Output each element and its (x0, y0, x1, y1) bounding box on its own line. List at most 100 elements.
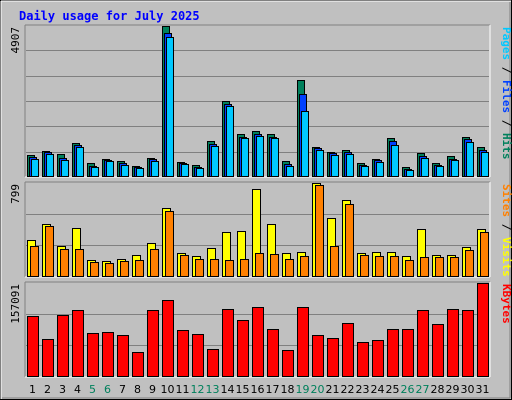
bar-kbytes-day-16 (252, 307, 264, 377)
bar-sites-day-27 (420, 257, 429, 277)
bar-pages-day-20 (316, 150, 324, 177)
x-tick-label: 16 (251, 383, 265, 396)
bar-sites-day-12 (195, 259, 204, 277)
bar-pages-day-29 (451, 160, 459, 177)
x-tick-label: 10 (161, 383, 175, 396)
bar-kbytes-day-6 (102, 332, 114, 377)
x-tick-label: 30 (461, 383, 475, 396)
x-tick-label: 11 (176, 383, 190, 396)
bar-pages-day-2 (46, 154, 54, 177)
x-tick-label: 8 (134, 383, 141, 396)
bar-kbytes-day-20 (312, 335, 324, 377)
bar-pages-day-5 (91, 167, 99, 177)
legend-part: / (500, 217, 512, 237)
bar-kbytes-day-15 (237, 320, 249, 377)
x-tick-label: 24 (371, 383, 385, 396)
bar-pages-day-10 (166, 37, 174, 177)
bar-pages-day-4 (76, 147, 84, 177)
bar-kbytes-day-26 (402, 329, 414, 377)
bar-pages-day-18 (286, 166, 294, 177)
x-tick-label: 13 (206, 383, 220, 396)
bar-pages-day-24 (376, 162, 384, 177)
x-tick-label: 5 (89, 383, 96, 396)
legend-part: / (500, 60, 512, 80)
x-tick-label: 31 (476, 383, 490, 396)
x-tick-label: 12 (191, 383, 205, 396)
bar-pages-day-6 (106, 161, 114, 177)
bar-pages-day-3 (61, 160, 69, 177)
bar-sites-day-8 (135, 260, 144, 277)
bar-sites-day-23 (360, 255, 369, 277)
bar-kbytes-day-28 (432, 324, 444, 377)
bar-kbytes-day-27 (417, 310, 429, 377)
bar-sites-day-1 (30, 246, 39, 277)
y-max-label: 157091 (9, 284, 22, 324)
bar-kbytes-day-3 (57, 315, 69, 377)
bar-pages-day-7 (121, 165, 129, 177)
panel-kbytes: 157091 KBytes (9, 281, 512, 378)
bar-sites-day-20 (315, 185, 324, 277)
x-tick-label: 23 (356, 383, 370, 396)
bar-kbytes-day-21 (327, 338, 339, 377)
bar-pages-day-1 (31, 159, 39, 177)
bar-kbytes-day-11 (177, 330, 189, 377)
bar-pages-day-28 (436, 166, 444, 177)
bar-kbytes-day-10 (162, 300, 174, 377)
bar-sites-day-25 (390, 256, 399, 277)
bar-sites-day-24 (375, 256, 384, 277)
bar-sites-day-9 (150, 249, 159, 277)
bar-pages-day-25 (391, 145, 399, 177)
y-max-label: 4907 (9, 27, 22, 54)
bar-pages-day-26 (406, 170, 414, 177)
series-pages (31, 37, 489, 177)
x-tick-label: 7 (119, 383, 126, 396)
bar-sites-day-3 (60, 249, 69, 277)
bar-kbytes-day-14 (222, 309, 234, 377)
bar-pages-day-11 (181, 164, 189, 177)
legend-part: KBytes (500, 284, 512, 324)
bar-pages-day-8 (136, 168, 144, 177)
x-tick-label: 28 (431, 383, 445, 396)
bar-pages-day-12 (196, 168, 204, 177)
bar-sites-day-28 (435, 257, 444, 277)
chart-title: Daily usage for July 2025 (19, 9, 200, 23)
x-tick-label: 21 (326, 383, 340, 396)
bar-sites-day-15 (240, 259, 249, 277)
series-legend-label: Sites / Visits (500, 184, 512, 277)
bar-kbytes-day-19 (297, 307, 309, 377)
bar-kbytes-day-12 (192, 334, 204, 377)
bar-kbytes-day-30 (462, 310, 474, 377)
bar-sites-day-30 (465, 250, 474, 277)
bar-kbytes-day-18 (282, 350, 294, 377)
x-tick-label: 4 (74, 383, 81, 396)
bar-sites-day-26 (405, 260, 414, 277)
x-tick-label: 27 (416, 383, 430, 396)
bar-sites-day-13 (210, 259, 219, 277)
x-axis-labels: 1 2 3 4 5 6 7 8 9 10 11 12 13 14 15 16 17 18 19 20 21 22 23 24 2… (29, 383, 490, 396)
bar-pages-day-16 (256, 136, 264, 177)
series-kbytes (27, 283, 489, 377)
legend-part: Sites (500, 184, 512, 217)
bar-kbytes-day-29 (447, 309, 459, 377)
y-max-label: 799 (9, 184, 22, 204)
bar-sites-day-6 (105, 263, 114, 277)
legend-part: Visits (500, 237, 512, 277)
x-tick-label: 19 (296, 383, 310, 396)
bar-kbytes-day-23 (357, 342, 369, 377)
bar-sites-day-4 (75, 249, 84, 277)
x-tick-label: 22 (341, 383, 355, 396)
bar-sites-day-22 (345, 204, 354, 277)
bar-sites-day-10 (165, 211, 174, 277)
bar-sites-day-18 (285, 259, 294, 277)
series-legend-label: Pages / Files / Hits (500, 27, 512, 160)
bar-kbytes-day-17 (267, 329, 279, 377)
x-tick-label: 20 (311, 383, 325, 396)
x-tick-label: 29 (446, 383, 460, 396)
panels-group: 4907 Pages / Files / Hits 799 Sites / Visit… (9, 24, 512, 378)
x-tick-label: 3 (59, 383, 66, 396)
x-tick-label: 2 (44, 383, 51, 396)
bar-kbytes-day-22 (342, 323, 354, 377)
bar-sites-day-19 (300, 256, 309, 277)
